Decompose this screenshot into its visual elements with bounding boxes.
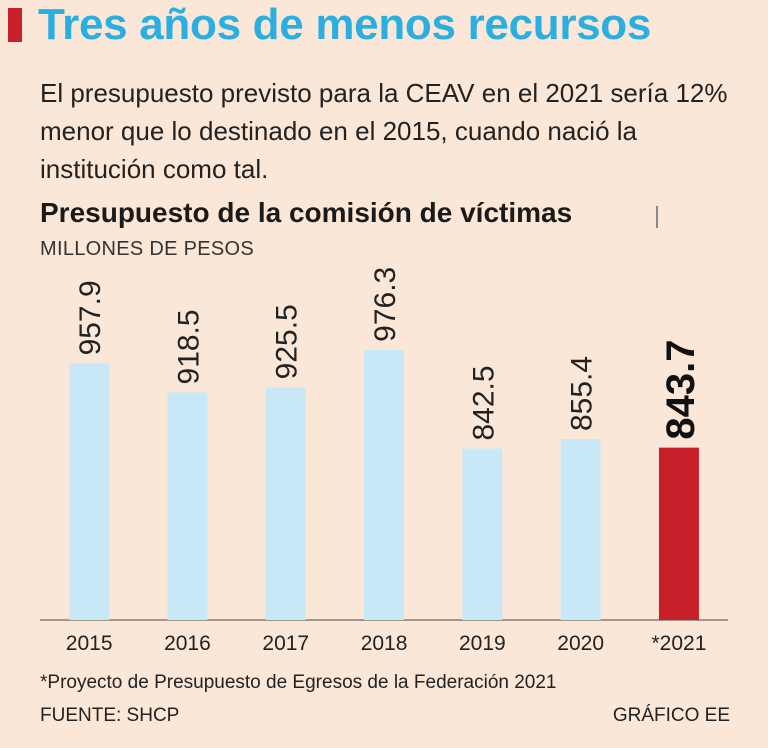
value-label-2017: 925.5 xyxy=(271,304,304,379)
value-label-2019: 842.5 xyxy=(467,365,500,440)
y-axis-units: MILLONES DE PESOS xyxy=(40,238,255,260)
title-separator xyxy=(656,206,658,228)
bar-2020 xyxy=(560,439,601,620)
credit: GRÁFICO EE xyxy=(612,705,730,726)
value-label-2015: 957.9 xyxy=(74,280,107,355)
x-tick-label-2017: 2017 xyxy=(262,632,309,655)
bar-2015 xyxy=(69,363,110,620)
x-tick-label-2020: 2020 xyxy=(557,632,604,655)
value-label-2021: 843.7 xyxy=(659,340,703,440)
chart-title: Presupuesto de la comisión de víctimas xyxy=(40,197,573,228)
bar-2016 xyxy=(167,392,208,620)
x-tick-label-2018: 2018 xyxy=(361,632,408,655)
headline: Tres años de menos recursos xyxy=(38,0,652,49)
value-label-2020: 855.4 xyxy=(566,356,599,431)
headline-accent-bar xyxy=(8,8,22,42)
bar-2017 xyxy=(265,387,306,620)
x-tick-label-2015: 2015 xyxy=(66,632,113,655)
value-label-2016: 918.5 xyxy=(172,309,205,384)
x-tick-label-2019: 2019 xyxy=(459,632,506,655)
value-label-2018: 976.3 xyxy=(369,267,402,342)
x-tick-label-2021: *2021 xyxy=(652,632,707,655)
source: FUENTE: SHCP xyxy=(40,705,180,726)
bar-2019 xyxy=(462,448,503,620)
footnote: *Proyecto de Presupuesto de Egresos de l… xyxy=(40,672,557,693)
bar-2018 xyxy=(364,349,405,620)
bar-2021 xyxy=(658,447,699,620)
subtitle: El presupuesto previsto para la CEAV en … xyxy=(40,78,728,184)
x-tick-label-2016: 2016 xyxy=(164,632,211,655)
